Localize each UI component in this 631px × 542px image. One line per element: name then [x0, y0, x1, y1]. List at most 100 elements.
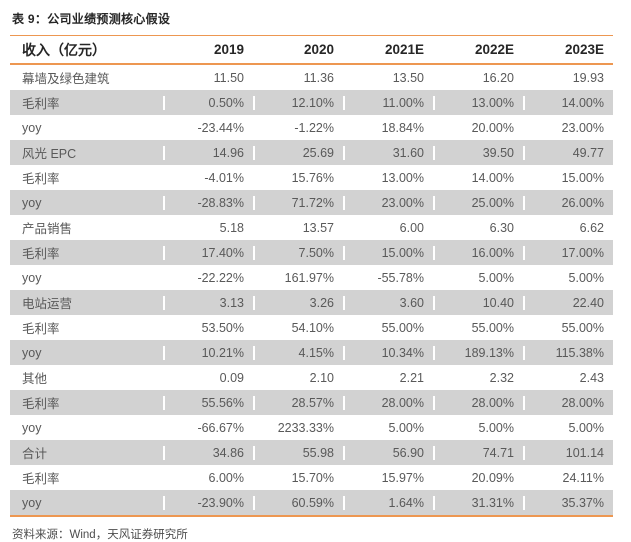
- table-body: 幕墙及绿色建筑 11.50 11.36 13.50 16.20 19.93 毛利率 0.50%…: [10, 65, 613, 517]
- table-row: 毛利率 6.00% 15.70% 15.97% 20.09% 24.11%: [10, 465, 613, 490]
- cell-value: 31.60: [343, 145, 433, 160]
- cell-value: 13.00%: [343, 170, 433, 185]
- cell-value: 0.09: [163, 370, 253, 385]
- cell-value: 5.00%: [523, 270, 613, 285]
- row-label: 产品销售: [22, 222, 73, 236]
- cell-value: 10.40: [433, 295, 523, 310]
- cell-value: 161.97%: [253, 270, 343, 285]
- cell-value: 1.64%: [343, 495, 433, 510]
- cell-value: 14.00%: [523, 95, 613, 110]
- cell-value: 24.11%: [523, 470, 613, 485]
- column-header-2019: 2019: [163, 42, 253, 57]
- table-header-row: 收入（亿元） 2019 2020 2021E 2022E 2023E: [10, 35, 613, 65]
- cell-value: 115.38%: [523, 345, 613, 360]
- cell-value: 11.36: [253, 70, 343, 85]
- cell-value: 19.93: [523, 70, 613, 85]
- column-header-2023e: 2023E: [523, 42, 613, 57]
- cell-value: 16.00%: [433, 245, 523, 260]
- column-header-revenue: 收入（亿元）: [22, 41, 106, 58]
- cell-value: 13.00%: [433, 95, 523, 110]
- row-label: yoy: [22, 270, 42, 285]
- cell-value: -23.44%: [163, 120, 253, 135]
- cell-value: 15.97%: [343, 470, 433, 485]
- cell-value: 5.00%: [433, 270, 523, 285]
- cell-value: 3.13: [163, 295, 253, 310]
- source-note: 资料来源：Wind，天风证券研究所: [12, 529, 188, 541]
- cell-value: 39.50: [433, 145, 523, 160]
- cell-value: 13.57: [253, 220, 343, 235]
- row-label: 合计: [22, 447, 48, 461]
- cell-value: 2.10: [253, 370, 343, 385]
- row-label: yoy: [22, 420, 42, 435]
- cell-value: 11.50: [163, 70, 253, 85]
- table-row: yoy -28.83% 71.72% 23.00% 25.00% 26.00%: [10, 190, 613, 215]
- cell-value: 5.00%: [433, 420, 523, 435]
- cell-value: 5.00%: [523, 420, 613, 435]
- cell-value: -28.83%: [163, 195, 253, 210]
- table-row: yoy 10.21% 4.15% 10.34% 189.13% 115.38%: [10, 340, 613, 365]
- cell-value: 20.00%: [433, 120, 523, 135]
- cell-value: 3.60: [343, 295, 433, 310]
- cell-value: 189.13%: [433, 345, 523, 360]
- table-row: 合计 34.86 55.98 56.90 74.71 101.14: [10, 440, 613, 465]
- cell-value: 53.50%: [163, 320, 253, 335]
- cell-value: 18.84%: [343, 120, 433, 135]
- table-row: 毛利率 0.50% 12.10% 11.00% 13.00% 14.00%: [10, 90, 613, 115]
- cell-value: 55.00%: [433, 320, 523, 335]
- cell-value: -23.90%: [163, 495, 253, 510]
- cell-value: 5.18: [163, 220, 253, 235]
- cell-value: 25.00%: [433, 195, 523, 210]
- cell-value: 55.56%: [163, 395, 253, 410]
- row-label: 幕墙及绿色建筑: [22, 72, 110, 86]
- cell-value: -55.78%: [343, 270, 433, 285]
- cell-value: 13.50: [343, 70, 433, 85]
- table-row: 风光 EPC 14.96 25.69 31.60 39.50 49.77: [10, 140, 613, 165]
- column-header-2021e: 2021E: [343, 42, 433, 57]
- cell-value: 23.00%: [523, 120, 613, 135]
- cell-value: 6.00: [343, 220, 433, 235]
- cell-value: 6.62: [523, 220, 613, 235]
- cell-value: 54.10%: [253, 320, 343, 335]
- table-row: 幕墙及绿色建筑 11.50 11.36 13.50 16.20 19.93: [10, 65, 613, 90]
- cell-value: 60.59%: [253, 495, 343, 510]
- cell-value: 55.98: [253, 445, 343, 460]
- table-row: 电站运营 3.13 3.26 3.60 10.40 22.40: [10, 290, 613, 315]
- cell-value: 28.57%: [253, 395, 343, 410]
- row-label: 风光 EPC: [22, 147, 77, 161]
- cell-value: 23.00%: [343, 195, 433, 210]
- cell-value: 4.15%: [253, 345, 343, 360]
- cell-value: 2.32: [433, 370, 523, 385]
- cell-value: 26.00%: [523, 195, 613, 210]
- cell-value: 15.00%: [523, 170, 613, 185]
- table-row: 产品销售 5.18 13.57 6.00 6.30 6.62: [10, 215, 613, 240]
- cell-value: 74.71: [433, 445, 523, 460]
- cell-value: 71.72%: [253, 195, 343, 210]
- table-row: 其他 0.09 2.10 2.21 2.32 2.43: [10, 365, 613, 390]
- cell-value: 101.14: [523, 445, 613, 460]
- cell-value: 15.00%: [343, 245, 433, 260]
- cell-value: 0.50%: [163, 95, 253, 110]
- cell-value: 34.86: [163, 445, 253, 460]
- forecast-table: 收入（亿元） 2019 2020 2021E 2022E 2023E 幕墙及绿色…: [10, 35, 613, 517]
- table-row: yoy -66.67% 2233.33% 5.00% 5.00% 5.00%: [10, 415, 613, 440]
- row-label: 毛利率: [22, 97, 60, 111]
- row-label: yoy: [22, 495, 42, 510]
- cell-value: 16.20: [433, 70, 523, 85]
- cell-value: 55.00%: [523, 320, 613, 335]
- cell-value: 49.77: [523, 145, 613, 160]
- table-row: 毛利率 -4.01% 15.76% 13.00% 14.00% 15.00%: [10, 165, 613, 190]
- cell-value: 28.00%: [343, 395, 433, 410]
- column-header-2020: 2020: [253, 42, 343, 57]
- table-row: yoy -23.44% -1.22% 18.84% 20.00% 23.00%: [10, 115, 613, 140]
- cell-value: 55.00%: [343, 320, 433, 335]
- cell-value: 10.21%: [163, 345, 253, 360]
- cell-value: 6.30: [433, 220, 523, 235]
- cell-value: 17.40%: [163, 245, 253, 260]
- cell-value: 5.00%: [343, 420, 433, 435]
- row-label: yoy: [22, 345, 42, 360]
- table-row: yoy -22.22% 161.97% -55.78% 5.00% 5.00%: [10, 265, 613, 290]
- row-label: 毛利率: [22, 397, 60, 411]
- row-label: 其他: [22, 372, 48, 386]
- cell-value: 11.00%: [343, 95, 433, 110]
